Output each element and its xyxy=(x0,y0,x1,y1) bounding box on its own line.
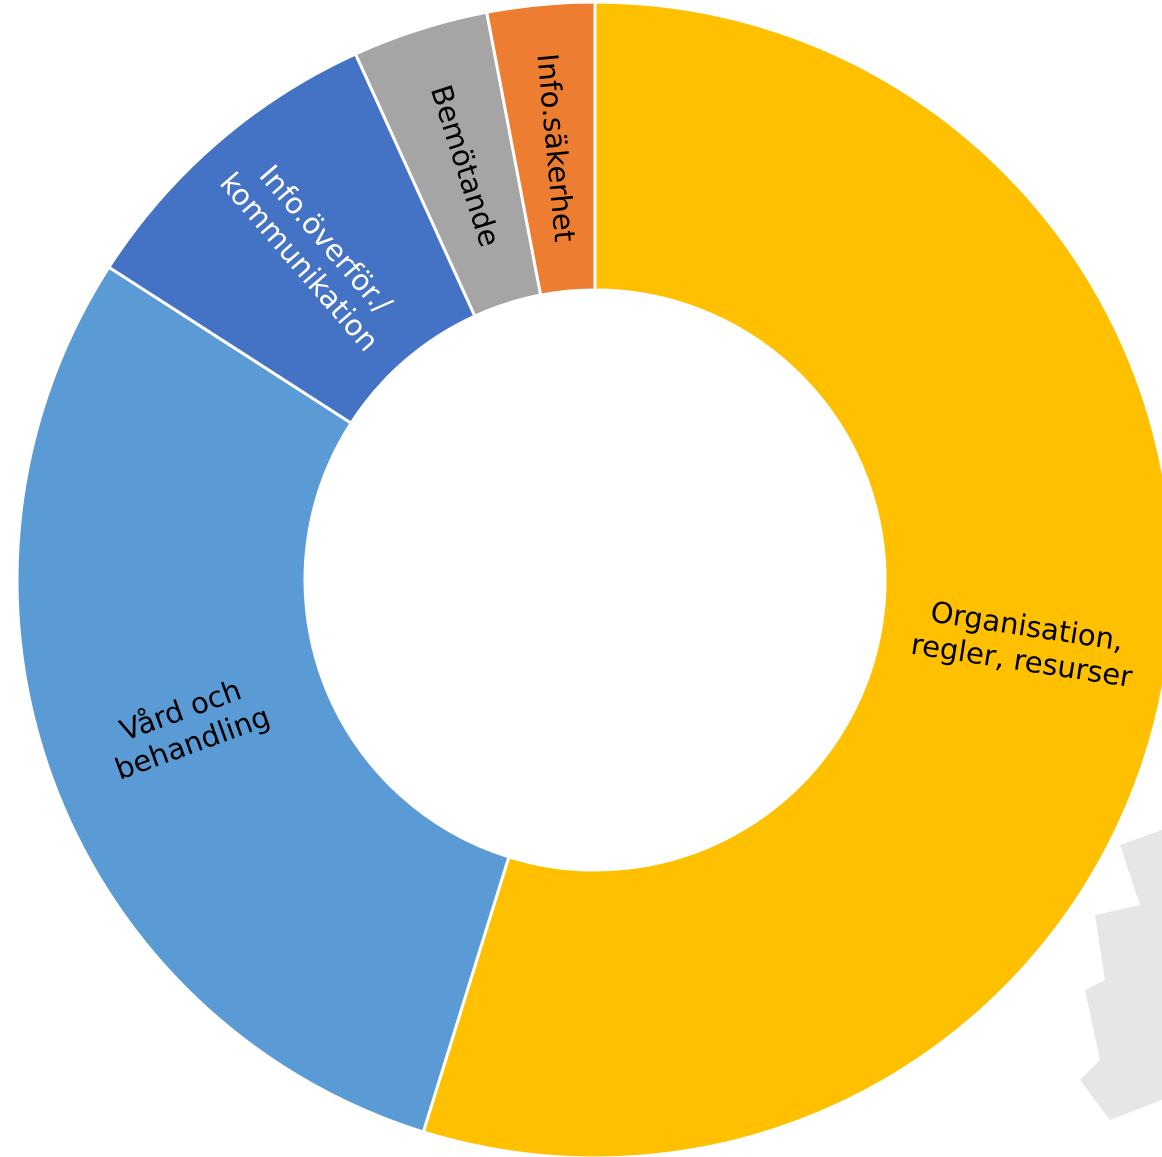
gear-shape xyxy=(1080,830,1162,1120)
donut-segment xyxy=(15,265,511,1134)
donut-segment xyxy=(484,0,597,297)
donut-segment xyxy=(106,51,477,426)
donut-segment xyxy=(421,0,1162,1157)
watermark-gear xyxy=(1080,830,1162,1120)
